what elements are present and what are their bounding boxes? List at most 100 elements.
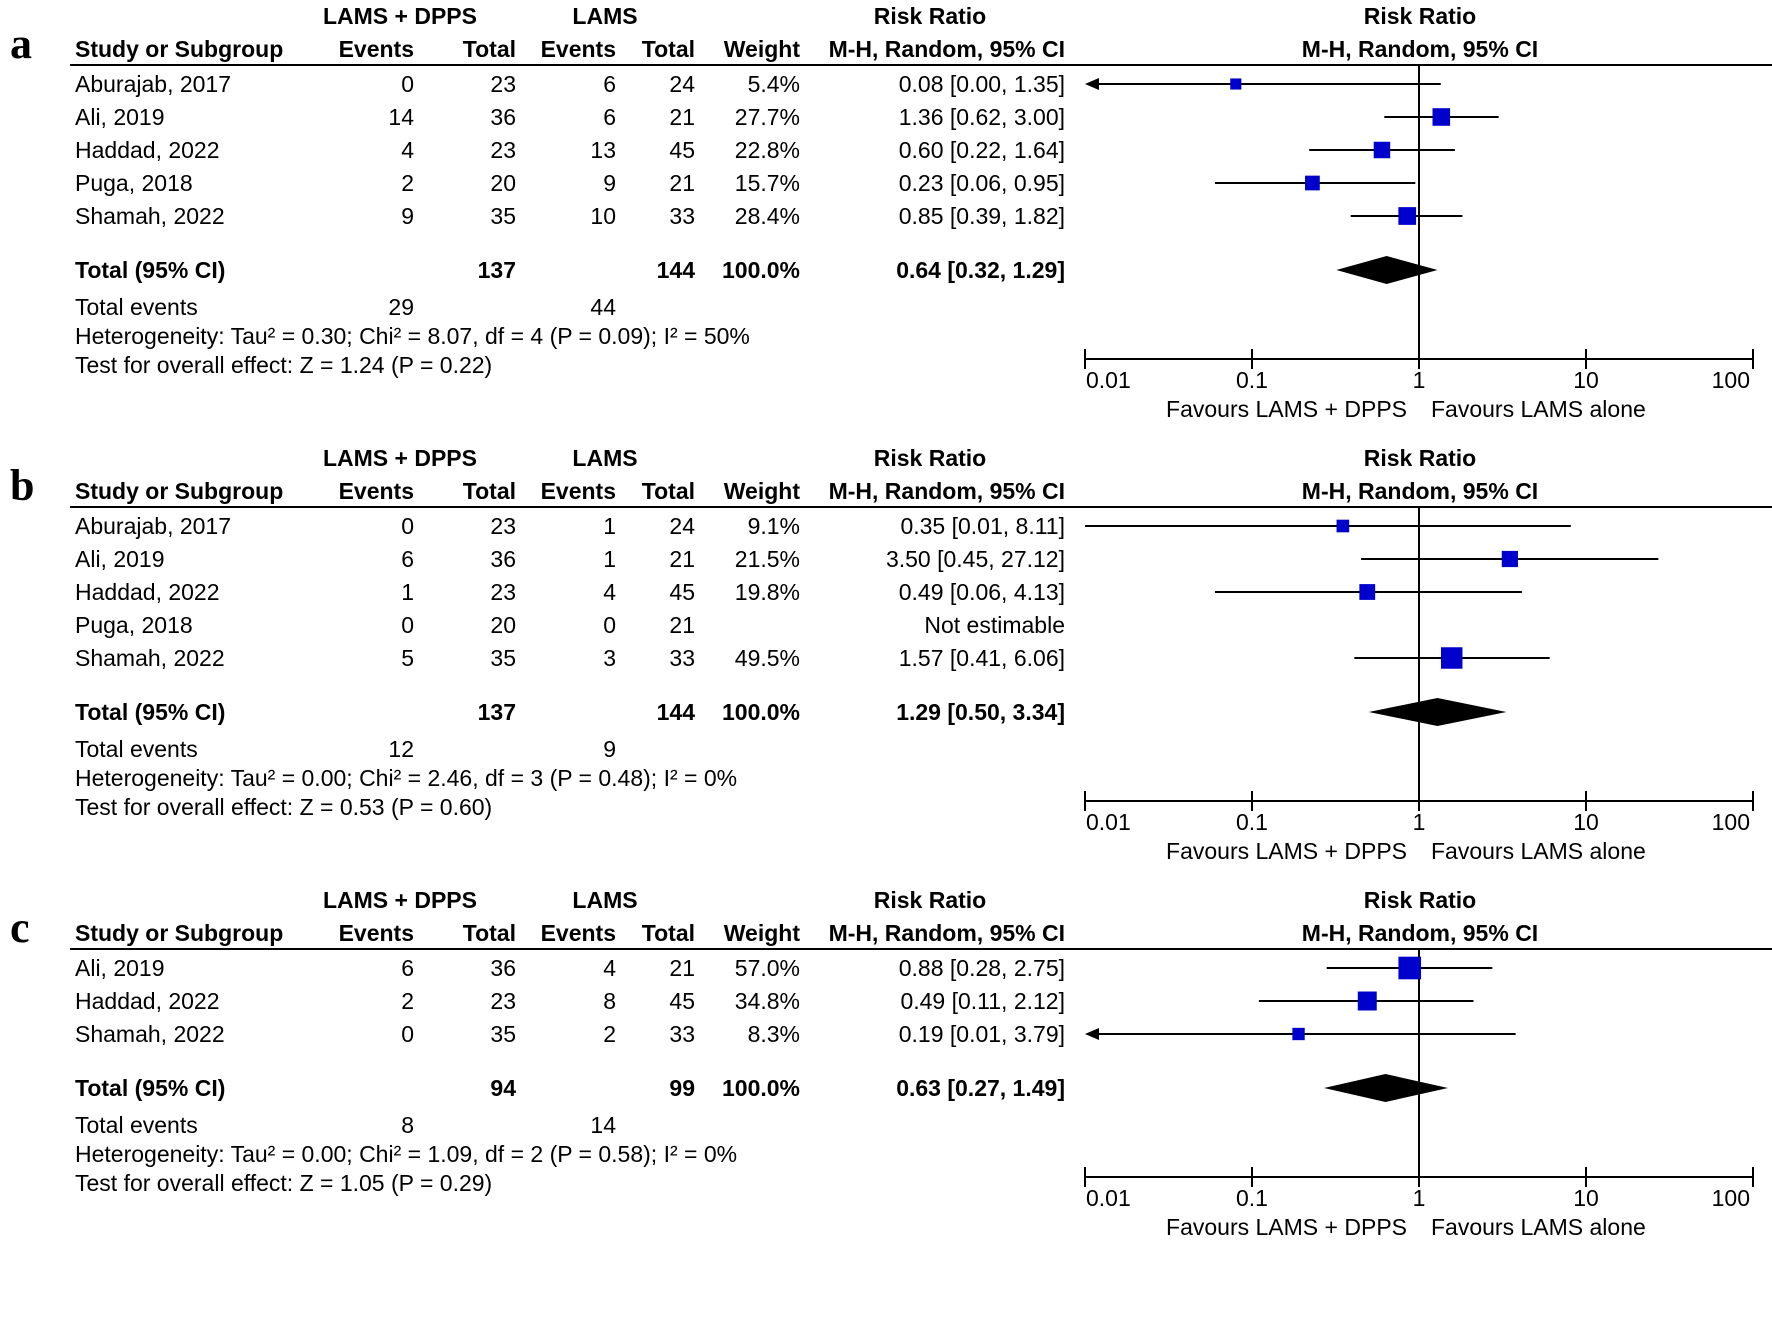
- total2-sum: 99: [669, 1075, 695, 1101]
- events2-value: 10: [590, 203, 616, 229]
- events2-value: 2: [603, 1021, 616, 1047]
- total1-sum: 137: [477, 699, 516, 725]
- point-estimate-square: [1501, 550, 1518, 568]
- overall-effect-text: Test for overall effect: Z = 0.53 (P = 0…: [75, 794, 493, 820]
- x-tick-label: 10: [1573, 1185, 1599, 1211]
- x-tick-label: 0.1: [1236, 1185, 1268, 1211]
- x-tick-label: 100: [1712, 809, 1750, 835]
- study-name: Puga, 2018: [75, 612, 193, 638]
- heterogeneity-text: Heterogeneity: Tau² = 0.30; Chi² = 8.07,…: [75, 323, 750, 349]
- events2-value: 0: [603, 612, 616, 638]
- heterogeneity-text: Heterogeneity: Tau² = 0.00; Chi² = 2.46,…: [75, 765, 738, 791]
- events1-header: Events: [338, 36, 414, 62]
- total1-header: Total: [462, 36, 516, 62]
- point-estimate-square: [1398, 207, 1417, 225]
- study-name: Shamah, 2022: [75, 1021, 225, 1047]
- events1-value: 5: [401, 645, 414, 671]
- events1-value: 2: [401, 988, 414, 1014]
- events2-header: Events: [540, 36, 616, 62]
- header-divider: [70, 64, 1772, 66]
- forest-plot-area: 0.01 0.1 1 10 100 Favours LAMS + DPPS Favours …: [1084, 948, 1754, 1240]
- heterogeneity-text: Heterogeneity: Tau² = 0.00; Chi² = 1.09,…: [75, 1141, 738, 1167]
- weight-value: 49.5%: [734, 645, 800, 671]
- total-weight: 100.0%: [721, 699, 800, 725]
- rr-ci-value: 0.08 [0.00, 1.35]: [898, 71, 1065, 97]
- favours-right-label: Favours LAMS alone: [1431, 396, 1646, 422]
- favours-right-label: Favours LAMS alone: [1431, 1214, 1646, 1240]
- rr-ci-value: 0.35 [0.01, 8.11]: [900, 513, 1065, 539]
- weight-value: 9.1%: [747, 513, 800, 539]
- total-events2: 44: [590, 294, 616, 320]
- pooled-estimate-diamond: [1368, 698, 1507, 726]
- ci-arrow-left: [1085, 1028, 1099, 1040]
- events2-value: 4: [603, 955, 616, 981]
- method-plot-header: M-H, Random, 95% CI: [1301, 478, 1539, 504]
- events1-value: 2: [401, 170, 414, 196]
- method-header: M-H, Random, 95% CI: [828, 920, 1065, 946]
- total-rr-ci: 0.63 [0.27, 1.49]: [896, 1075, 1065, 1101]
- total2-value: 24: [669, 71, 695, 97]
- total1-value: 36: [490, 546, 516, 572]
- study-name: Ali, 2019: [75, 104, 165, 130]
- total1-header: Total: [462, 478, 516, 504]
- events2-value: 6: [603, 104, 616, 130]
- rr-ci-value: 1.36 [0.62, 3.00]: [898, 104, 1065, 130]
- total-events-label: Total events: [75, 1112, 198, 1138]
- events1-value: 4: [401, 137, 414, 163]
- events2-header: Events: [540, 478, 616, 504]
- study-name: Ali, 2019: [75, 546, 165, 572]
- weight-header: Weight: [723, 478, 800, 504]
- rr-header: Risk Ratio: [873, 887, 987, 913]
- x-tick-label: 10: [1573, 367, 1599, 393]
- rr-plot-header: Risk Ratio: [1363, 887, 1477, 913]
- total1-value: 23: [490, 137, 516, 163]
- total1-sum: 137: [477, 257, 516, 283]
- rr-ci-value: 0.23 [0.06, 0.95]: [898, 170, 1065, 196]
- rr-header: Risk Ratio: [873, 3, 987, 29]
- rr-ci-value: 3.50 [0.45, 27.12]: [885, 546, 1065, 572]
- events2-header: Events: [540, 920, 616, 946]
- rr-ci-value: 1.57 [0.41, 6.06]: [898, 645, 1065, 671]
- rr-ci-value: 0.19 [0.01, 3.79]: [898, 1021, 1065, 1047]
- study-name: Puga, 2018: [75, 170, 193, 196]
- total1-value: 36: [490, 955, 516, 981]
- total-events1: 8: [401, 1112, 414, 1138]
- rr-ci-value: 0.49 [0.06, 4.13]: [898, 579, 1065, 605]
- total2-value: 45: [669, 988, 695, 1014]
- total2-value: 21: [669, 104, 695, 130]
- weight-value: 34.8%: [734, 988, 800, 1014]
- weight-value: 57.0%: [734, 955, 800, 981]
- events1-value: 14: [388, 104, 414, 130]
- total1-value: 35: [490, 1021, 516, 1047]
- total2-value: 21: [669, 612, 695, 638]
- header-divider: [70, 506, 1772, 508]
- total1-value: 20: [490, 170, 516, 196]
- total1-header: Total: [462, 920, 516, 946]
- forest-plot-area: 0.01 0.1 1 10 100 Favours LAMS + DPPS Favours …: [1084, 64, 1754, 422]
- total-ci-label: Total (95% CI): [75, 1075, 226, 1101]
- total-rr-ci: 0.64 [0.32, 1.29]: [896, 257, 1065, 283]
- total1-value: 23: [490, 71, 516, 97]
- point-estimate-square: [1305, 175, 1320, 191]
- x-tick-label: 1: [1413, 367, 1426, 393]
- overall-effect-text: Test for overall effect: Z = 1.05 (P = 0…: [75, 1170, 493, 1196]
- panel-letter: c: [10, 903, 30, 952]
- header-divider: [70, 948, 1772, 950]
- total1-value: 23: [490, 579, 516, 605]
- group2-header: LAMS: [572, 3, 638, 29]
- study-name: Aburajab, 2017: [75, 71, 232, 97]
- events1-value: 0: [401, 612, 414, 638]
- events2-value: 3: [603, 645, 616, 671]
- x-tick-label: 0.01: [1086, 1185, 1131, 1211]
- rr-ci-value: 0.49 [0.11, 2.12]: [900, 988, 1065, 1014]
- panel-letter: a: [10, 19, 32, 68]
- group1-header: LAMS + DPPS: [322, 3, 477, 29]
- method-header: M-H, Random, 95% CI: [828, 36, 1065, 62]
- method-header: M-H, Random, 95% CI: [828, 478, 1065, 504]
- rr-ci-value: 0.60 [0.22, 1.64]: [898, 137, 1065, 163]
- rr-ci-value: 0.88 [0.28, 2.75]: [898, 955, 1065, 981]
- total2-sum: 144: [656, 257, 695, 283]
- overall-effect-text: Test for overall effect: Z = 1.24 (P = 0…: [75, 352, 493, 378]
- total-events1: 29: [388, 294, 414, 320]
- x-tick-label: 1: [1413, 1185, 1426, 1211]
